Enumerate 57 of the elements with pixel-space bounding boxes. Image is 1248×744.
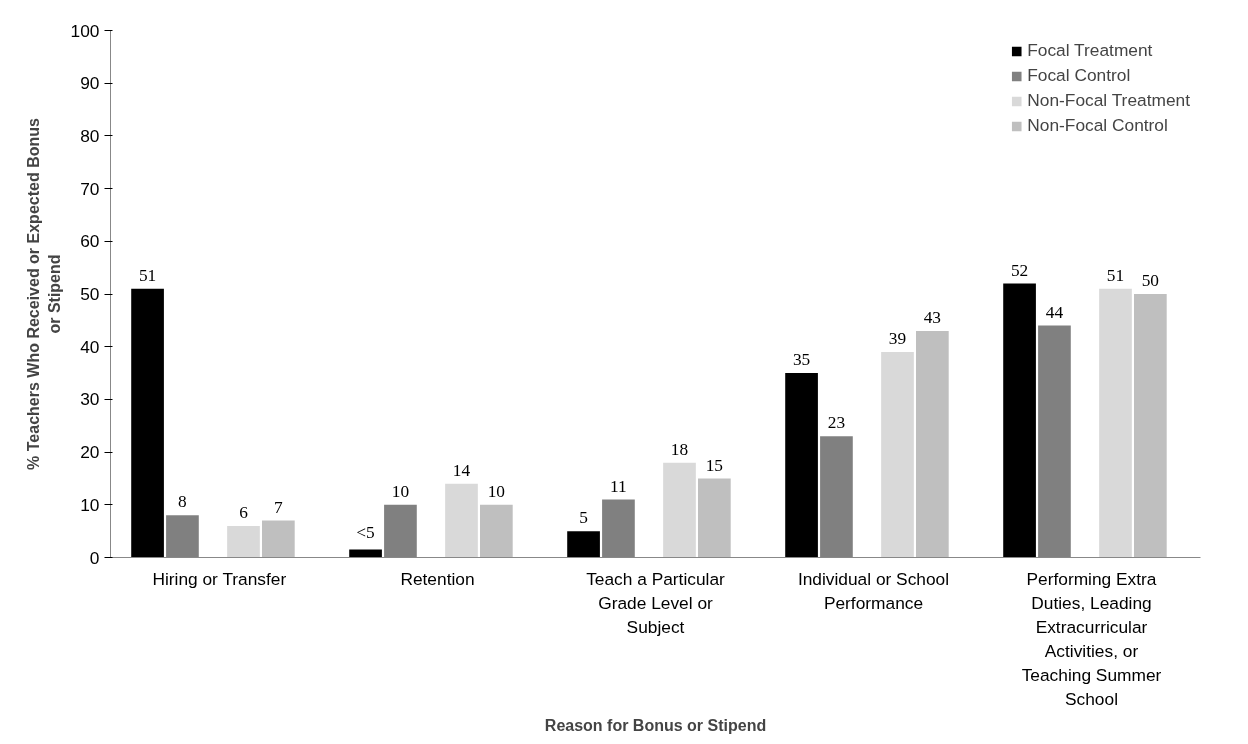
data-label: 10	[391, 481, 410, 501]
bar	[1134, 294, 1167, 558]
bar	[480, 504, 513, 558]
bar	[567, 531, 600, 558]
legend-label: Focal Control	[1027, 65, 1131, 86]
data-label: 15	[705, 455, 724, 475]
x-tick-label: Hiring or Transfer	[152, 568, 287, 589]
y-tick-label: 90	[80, 73, 100, 94]
y-tick-label: 0	[89, 547, 100, 568]
bar	[1099, 288, 1132, 558]
data-label: 7	[274, 497, 284, 517]
y-tick-label: 50	[80, 284, 100, 304]
legend-label: Non-Focal Treatment	[1027, 90, 1190, 111]
bar	[445, 483, 478, 558]
y-tick-label: 10	[80, 494, 100, 515]
data-label: 43	[923, 307, 942, 327]
y-tick-label: 20	[80, 442, 100, 463]
y-tick-label: 60	[80, 231, 100, 252]
data-label: 39	[888, 329, 907, 349]
x-tick-label: Performing Extra Duties, Leading Extracurricular Activities, or Teaching Summer School	[1021, 568, 1162, 709]
y-tick-label: 40	[80, 336, 100, 357]
data-label: 6	[239, 502, 249, 522]
data-label: 52	[1010, 260, 1029, 280]
data-label: 35	[792, 350, 811, 370]
y-axis-title: % Teachers Who Received or Expected Bonus or Stipend	[25, 118, 63, 470]
bar	[1003, 283, 1036, 558]
y-tick-label: 30	[80, 389, 100, 410]
data-label: 44	[1045, 302, 1064, 322]
bar	[663, 462, 696, 558]
data-label: 51	[1106, 265, 1125, 285]
legend-label: Focal Treatment	[1027, 40, 1153, 61]
x-axis-title: Reason for Bonus or Stipend	[544, 716, 767, 734]
bar	[916, 330, 949, 558]
bar	[698, 478, 731, 558]
bar	[785, 373, 818, 558]
data-label: <5	[356, 522, 375, 542]
data-label: 14	[452, 460, 471, 480]
data-label: 10	[487, 481, 506, 501]
y-tick-label: 70	[80, 178, 100, 199]
bar	[227, 525, 260, 558]
bar	[349, 549, 382, 558]
data-label: 50	[1141, 271, 1160, 291]
x-tick-label: Individual or School Performance	[797, 568, 950, 613]
data-label: 8	[178, 492, 187, 512]
data-label: 23	[827, 413, 846, 433]
x-tick-label: Retention	[400, 568, 475, 589]
bar	[131, 288, 164, 558]
data-label: 51	[138, 265, 157, 285]
data-label: 11	[610, 476, 627, 496]
x-tick-label: Teach a Particular Grade Level or Subject	[586, 568, 726, 637]
y-tick-label: 80	[80, 125, 100, 146]
bar	[881, 351, 914, 558]
bar	[262, 520, 295, 558]
data-label: 5	[579, 508, 588, 528]
data-label: 18	[670, 439, 689, 459]
y-tick-label: 100	[70, 20, 100, 41]
legend-label: Non-Focal Control	[1027, 115, 1168, 136]
